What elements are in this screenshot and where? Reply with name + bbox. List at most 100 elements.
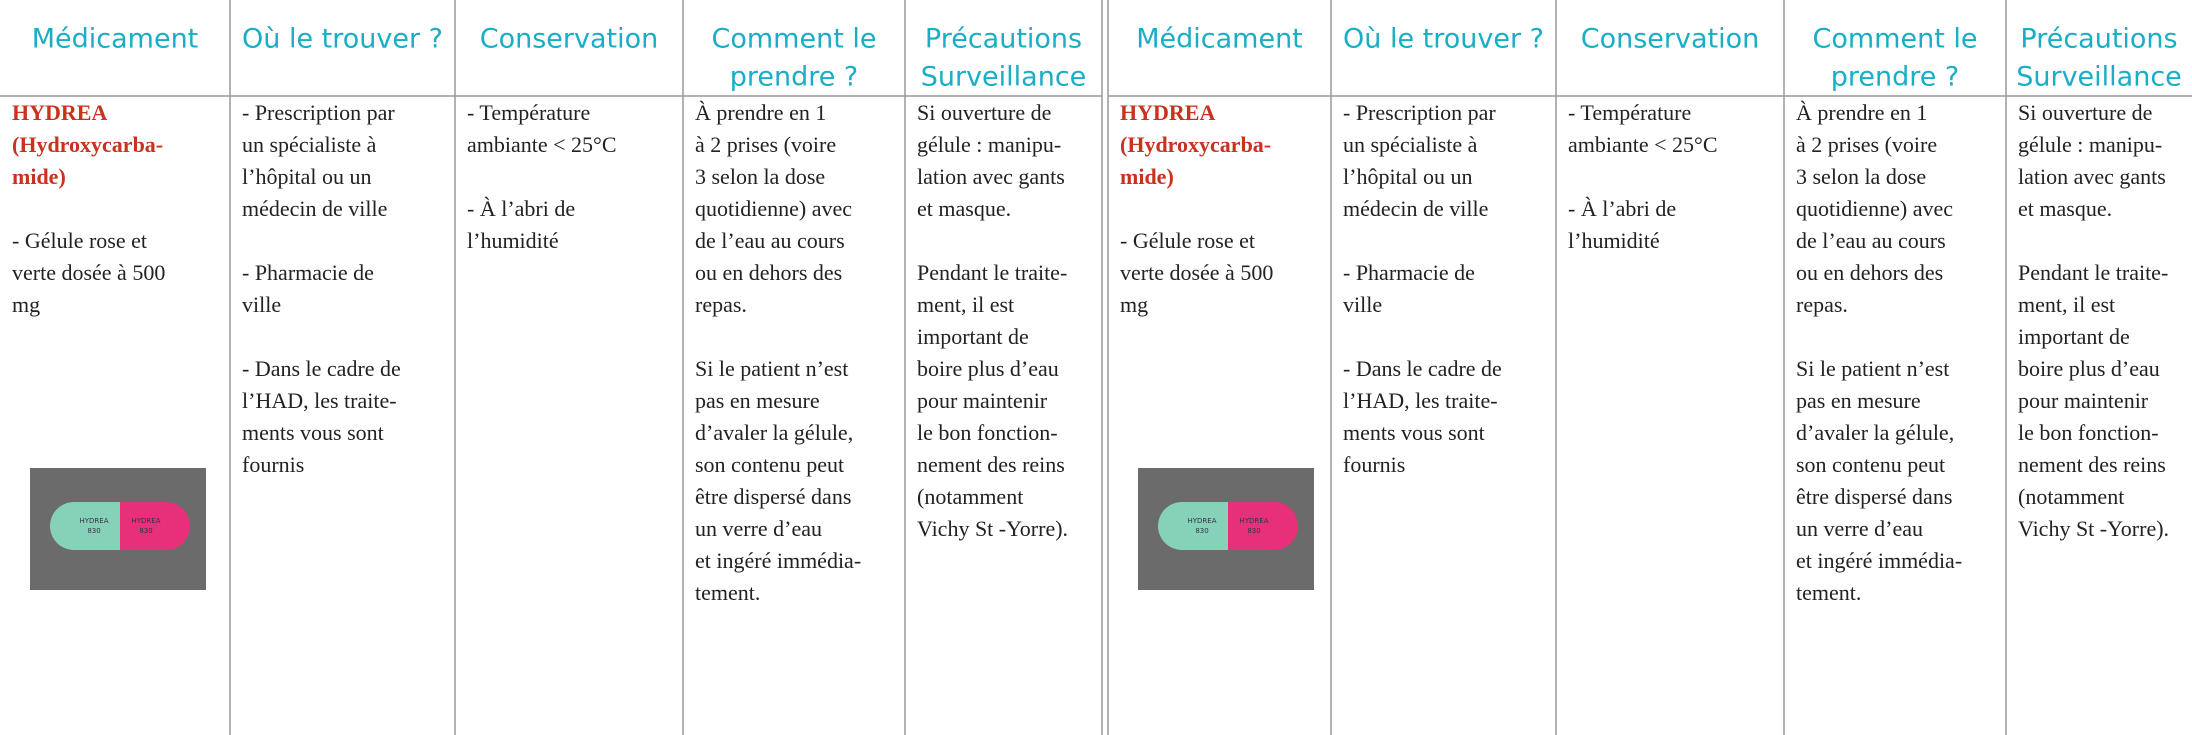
cell-text: un spécialiste à xyxy=(242,132,377,157)
column-header: Où le trouver ? xyxy=(1343,24,1544,55)
column-header: Comment le xyxy=(1813,24,1978,55)
cell-text: Vichy St -Yorre). xyxy=(2018,516,2169,541)
capsule-text: HYDREA xyxy=(79,517,108,525)
column-header: Médicament xyxy=(1136,24,1303,55)
cell-text: le bon fonction- xyxy=(917,420,1058,445)
cell-text: l’hôpital ou un xyxy=(242,164,372,189)
cell-text: tement. xyxy=(1796,580,1861,605)
capsule-text: HYDREA xyxy=(1239,517,1268,525)
cell-text: 3 selon la dose xyxy=(695,164,825,189)
column-header: Où le trouver ? xyxy=(242,24,443,55)
cell-text: ville xyxy=(1343,292,1382,317)
cell-text: ments vous sont xyxy=(242,420,384,445)
cell-text: pour maintenir xyxy=(917,388,1048,413)
cell-text: - À l’abri de xyxy=(1568,196,1676,221)
drug-name: HYDREA xyxy=(1120,100,1215,125)
cell-text: être dispersé dans xyxy=(695,484,851,509)
cell-text: (notamment xyxy=(2018,484,2124,509)
cell-text: l’HAD, les traite- xyxy=(1343,388,1498,413)
cell-text: repas. xyxy=(695,292,747,317)
capsule-text: HYDREA xyxy=(131,517,160,525)
cell-text: quotidienne) avec xyxy=(695,196,852,221)
cell-text: l’HAD, les traite- xyxy=(242,388,397,413)
cell-text: ment, il est xyxy=(917,292,1014,317)
column-header: Précautions xyxy=(2020,24,2177,55)
cell-text: pas en mesure xyxy=(695,388,820,413)
capsule-right xyxy=(1228,502,1298,550)
cell-text: quotidienne) avec xyxy=(1796,196,1953,221)
cell-text: un verre d’eau xyxy=(695,516,822,541)
column-header: prendre ? xyxy=(730,62,859,93)
drug-name: mide) xyxy=(12,164,66,189)
capsule-text: 830 xyxy=(139,527,152,535)
drug-name: mide) xyxy=(1120,164,1174,189)
cell-text: À prendre en 1 xyxy=(695,100,826,125)
cell-text: pour maintenir xyxy=(2018,388,2149,413)
capsule-left xyxy=(50,502,120,550)
cell-text: d’avaler la gélule, xyxy=(1796,420,1954,445)
cell-text: l’hôpital ou un xyxy=(1343,164,1473,189)
cell-text: et masque. xyxy=(2018,196,2112,221)
cell-text: mg xyxy=(1120,292,1148,317)
cell-text: et ingéré immédia- xyxy=(695,548,861,573)
cell-text: ambiante < 25°C xyxy=(1568,132,1718,157)
drug-name: (Hydroxycarba- xyxy=(12,132,163,157)
column-header: Surveillance xyxy=(921,62,1087,93)
cell-text: pas en mesure xyxy=(1796,388,1921,413)
cell-text: ambiante < 25°C xyxy=(467,132,617,157)
cell-text: nement des reins xyxy=(2018,452,2166,477)
cell-text: - Pharmacie de xyxy=(1343,260,1475,285)
cell-text: médecin de ville xyxy=(1343,196,1488,221)
capsule-text: 830 xyxy=(1195,527,1208,535)
drug-name: (Hydroxycarba- xyxy=(1120,132,1271,157)
column-header: Comment le xyxy=(712,24,877,55)
cell-text: Vichy St -Yorre). xyxy=(917,516,1068,541)
cell-text: nement des reins xyxy=(917,452,1065,477)
cell-text: son contenu peut xyxy=(1796,452,1945,477)
capsule-photo: HYDREA 830 HYDREA 830 xyxy=(1138,468,1314,590)
cell-text: verte dosée à 500 xyxy=(12,260,165,285)
cell-text: - Pharmacie de xyxy=(242,260,374,285)
cell-text: ments vous sont xyxy=(1343,420,1485,445)
cell-text: fournis xyxy=(242,452,304,477)
cell-text: - Dans le cadre de xyxy=(1343,356,1502,381)
cell-text: l’humidité xyxy=(1568,228,1660,253)
cell-text: à 2 prises (voire xyxy=(1796,132,1937,157)
cell-text: À prendre en 1 xyxy=(1796,100,1927,125)
cell-text: Si ouverture de xyxy=(2018,100,2152,125)
cell-text: ment, il est xyxy=(2018,292,2115,317)
cell-text: boire plus d’eau xyxy=(2018,356,2160,381)
cell-text: Si le patient n’est xyxy=(695,356,848,381)
capsule-text: 830 xyxy=(1247,527,1260,535)
cell-text: et masque. xyxy=(917,196,1011,221)
cell-text: le bon fonction- xyxy=(2018,420,2159,445)
cell-text: gélule : manipu- xyxy=(2018,132,2162,157)
cell-text: repas. xyxy=(1796,292,1848,317)
cell-text: mg xyxy=(12,292,40,317)
column-header: Précautions xyxy=(925,24,1082,55)
cell-text: un spécialiste à xyxy=(1343,132,1478,157)
capsule-text: HYDREA xyxy=(1187,517,1216,525)
cell-text: - Température xyxy=(467,100,590,125)
cell-text: important de xyxy=(917,324,1029,349)
cell-text: - Gélule rose et xyxy=(12,228,147,253)
cell-text: - Dans le cadre de xyxy=(242,356,401,381)
cell-text: - Température xyxy=(1568,100,1691,125)
cell-text: l’humidité xyxy=(467,228,559,253)
cell-text: ville xyxy=(242,292,281,317)
cell-text: - Prescription par xyxy=(1343,100,1496,125)
cell-text: à 2 prises (voire xyxy=(695,132,836,157)
cell-text: fournis xyxy=(1343,452,1405,477)
column-header: Surveillance xyxy=(2016,62,2182,93)
cell-text: - À l’abri de xyxy=(467,196,575,221)
cell-text: son contenu peut xyxy=(695,452,844,477)
cell-text: de l’eau au cours xyxy=(695,228,845,253)
cell-text: Si le patient n’est xyxy=(1796,356,1949,381)
cell-text: médecin de ville xyxy=(242,196,387,221)
cell-text: - Prescription par xyxy=(242,100,395,125)
cell-text: un verre d’eau xyxy=(1796,516,1923,541)
cell-text: gélule : manipu- xyxy=(917,132,1061,157)
cell-text: (notamment xyxy=(917,484,1023,509)
cell-text: lation avec gants xyxy=(2018,164,2166,189)
